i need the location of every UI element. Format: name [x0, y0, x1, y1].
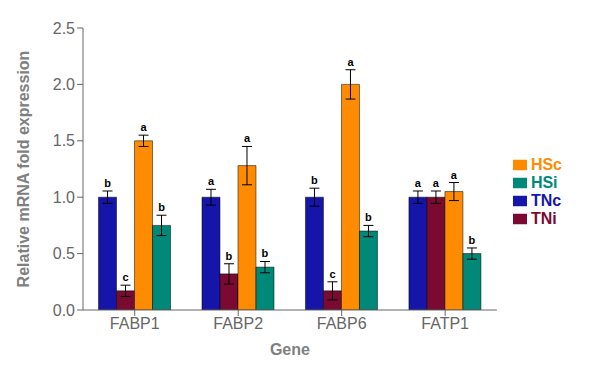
svg-text:b: b — [226, 250, 233, 262]
svg-text:a: a — [347, 56, 354, 68]
svg-text:Relative mRNA fold expression: Relative mRNA fold expression — [15, 51, 32, 288]
svg-text:b: b — [469, 234, 476, 246]
svg-text:0.0: 0.0 — [53, 302, 75, 319]
svg-text:b: b — [311, 174, 318, 186]
svg-text:c: c — [329, 268, 335, 280]
svg-text:0.5: 0.5 — [53, 245, 75, 262]
svg-text:a: a — [140, 121, 147, 133]
svg-text:2.5: 2.5 — [53, 20, 75, 37]
svg-text:a: a — [244, 132, 251, 144]
svg-text:a: a — [451, 169, 458, 181]
svg-text:a: a — [415, 177, 422, 189]
svg-text:FABP1: FABP1 — [110, 315, 160, 332]
svg-text:FATP1: FATP1 — [421, 315, 469, 332]
svg-text:b: b — [365, 211, 372, 223]
svg-text:FABP2: FABP2 — [213, 315, 263, 332]
svg-text:FABP6: FABP6 — [317, 315, 367, 332]
svg-text:a: a — [433, 177, 440, 189]
svg-text:a: a — [208, 175, 215, 187]
html-text:TNi: TNi — [530, 209, 557, 227]
svg-text:c: c — [122, 271, 128, 283]
svg-text:b: b — [104, 177, 111, 189]
html-text:HSi: HSi — [530, 173, 558, 191]
svg-text:1.0: 1.0 — [53, 189, 75, 206]
svg-text:1.5: 1.5 — [53, 132, 75, 149]
svg-text:2.0: 2.0 — [53, 76, 75, 93]
svg-text:Gene: Gene — [270, 341, 310, 358]
html-text:HSc: HSc — [530, 155, 562, 173]
html-text:TNc: TNc — [530, 191, 562, 209]
svg-text:b: b — [262, 247, 269, 259]
svg-text:b: b — [158, 201, 165, 213]
